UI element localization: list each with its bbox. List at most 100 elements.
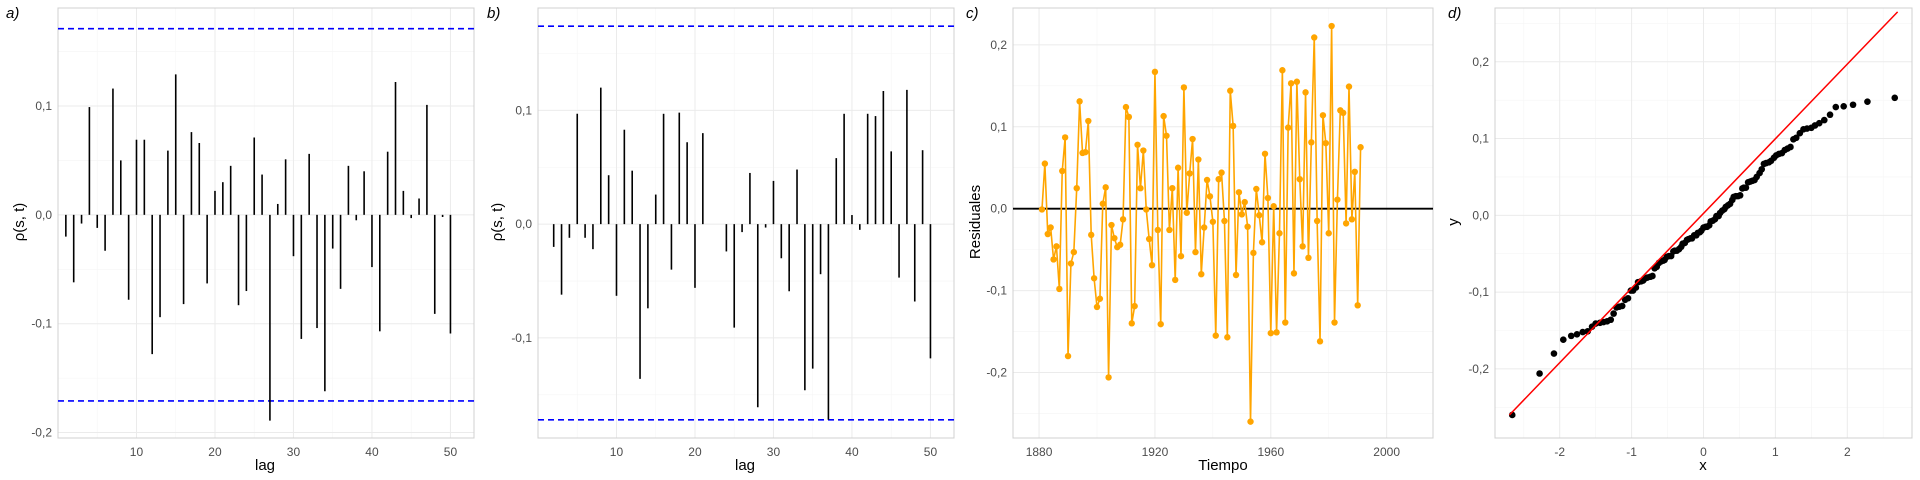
acf-plot-a: 10 20 30 40 50 -0,2 -0,1 0,0 0,1 — [31, 7, 475, 459]
residual-point — [1322, 139, 1330, 147]
residual-point — [1316, 338, 1324, 345]
residual-point — [1279, 67, 1286, 74]
residuals-panel-c: c) 1880 1920 1960 2000 -0,2 -0,1 0,0 0,1 0,2 Tie… — [966, 5, 1434, 474]
qq-point — [1849, 101, 1857, 109]
y-tick-label: -0,1 — [986, 284, 1007, 298]
qq-panel-d: d) -2 -1 0 1 2 -0,2 -0,1 0,0 0,1 0,2 x y — [1445, 5, 1913, 474]
residual-point — [1096, 295, 1104, 302]
qq-point — [1649, 272, 1656, 280]
x-tick-label: 1880 — [1026, 445, 1053, 459]
residual-point — [1302, 89, 1309, 96]
residual-point — [1102, 184, 1109, 191]
qq-point — [1567, 332, 1575, 340]
y-tick-label: 0,0 — [1472, 208, 1489, 222]
residual-point — [1163, 132, 1170, 139]
residual-point — [1299, 243, 1306, 250]
x-tick-label: 50 — [444, 445, 458, 459]
residual-point — [1232, 271, 1240, 279]
y-axis-title-b: ρ(s, t) — [489, 203, 506, 242]
residual-point — [1119, 216, 1127, 223]
residual-point — [1235, 189, 1243, 196]
residual-point — [1206, 193, 1214, 200]
residual-point — [1148, 261, 1156, 269]
qq-plot-d: -2 -1 0 1 2 -0,2 -0,1 0,0 0,1 0,2 — [1468, 7, 1913, 459]
residual-point — [1169, 184, 1176, 192]
qq-point — [1820, 116, 1828, 124]
residual-point — [1140, 147, 1147, 154]
y-tick-label: 0,0 — [515, 217, 532, 231]
qq-point — [1758, 165, 1766, 173]
plot-frame — [1012, 7, 1434, 439]
residual-point — [1256, 212, 1263, 219]
x-tick-label: 10 — [130, 445, 144, 459]
x-tick-label: 20 — [208, 445, 222, 459]
residual-point — [1229, 122, 1237, 130]
residual-point — [1131, 302, 1138, 310]
panel-label-d: d) — [1448, 5, 1461, 22]
residual-point — [1212, 332, 1219, 339]
x-tick-label: 10 — [610, 445, 624, 459]
x-axis-title-b: lag — [735, 457, 755, 474]
qq-reference-line — [1508, 11, 1899, 416]
x-tick-label: 1920 — [1142, 445, 1169, 459]
y-axis-title-c: Residuales — [967, 185, 984, 259]
residual-point — [1064, 352, 1072, 360]
y-tick-label: -0,1 — [511, 331, 532, 345]
residual-point — [1047, 224, 1054, 231]
residual-point — [1076, 98, 1083, 105]
residual-point — [1267, 329, 1274, 337]
panel-label-c: c) — [966, 5, 979, 22]
residual-point — [1160, 112, 1167, 120]
residual-point — [1313, 217, 1321, 225]
qq-point — [1536, 370, 1543, 377]
residual-point — [1218, 169, 1225, 176]
residual-point — [1224, 334, 1231, 341]
qq-point — [1610, 310, 1617, 317]
residual-point — [1305, 254, 1312, 262]
residual-point — [1108, 221, 1115, 229]
residual-point — [1270, 203, 1277, 210]
residual-point — [1177, 252, 1185, 260]
residual-point — [1090, 275, 1098, 282]
residual-point — [1253, 185, 1260, 193]
residual-point — [1099, 200, 1106, 207]
residual-point — [1073, 184, 1080, 192]
x-axis-title-a: lag — [255, 457, 275, 474]
residual-point — [1038, 206, 1046, 213]
plot-frame — [537, 7, 955, 439]
residual-point — [1290, 270, 1298, 277]
residual-point — [1215, 175, 1222, 183]
qq-point — [1742, 184, 1750, 191]
residual-point — [1189, 135, 1196, 143]
y-tick-label: 0,2 — [1472, 55, 1489, 69]
x-tick-label: 2 — [1844, 445, 1851, 459]
qq-point — [1618, 302, 1626, 310]
residual-point — [1082, 148, 1089, 156]
qq-point — [1624, 294, 1632, 302]
x-tick-label: 30 — [287, 445, 301, 459]
y-tick-label: 0,0 — [990, 202, 1007, 216]
residual-point — [1198, 270, 1205, 278]
residual-point — [1195, 156, 1202, 163]
residual-point — [1244, 223, 1251, 230]
y-tick-label: 0,1 — [1472, 132, 1489, 146]
residual-point — [1203, 176, 1211, 184]
x-tick-label: -1 — [1626, 445, 1637, 459]
residual-point — [1311, 34, 1318, 41]
acf-panel-b: b) 10 20 30 40 50 -0,1 0,0 0,1 lag ρ(s, t) — [487, 5, 955, 474]
plot-frame — [57, 7, 475, 439]
residual-point — [1085, 117, 1092, 125]
residual-point — [1273, 329, 1280, 336]
residual-point — [1200, 224, 1208, 231]
qq-point — [1826, 111, 1834, 119]
residual-point — [1334, 196, 1341, 203]
residual-point — [1287, 80, 1295, 87]
residual-point — [1105, 374, 1112, 381]
y-tick-label: 0,2 — [990, 38, 1007, 52]
y-tick-label: -0,2 — [1468, 362, 1489, 376]
residual-point — [1340, 109, 1347, 117]
residual-point — [1111, 234, 1118, 242]
residual-point — [1241, 198, 1248, 206]
residual-point — [1325, 230, 1332, 237]
residual-point — [1053, 243, 1060, 250]
